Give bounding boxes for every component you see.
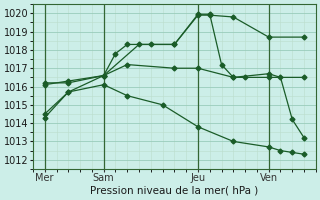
X-axis label: Pression niveau de la mer( hPa ): Pression niveau de la mer( hPa ) xyxy=(90,186,259,196)
